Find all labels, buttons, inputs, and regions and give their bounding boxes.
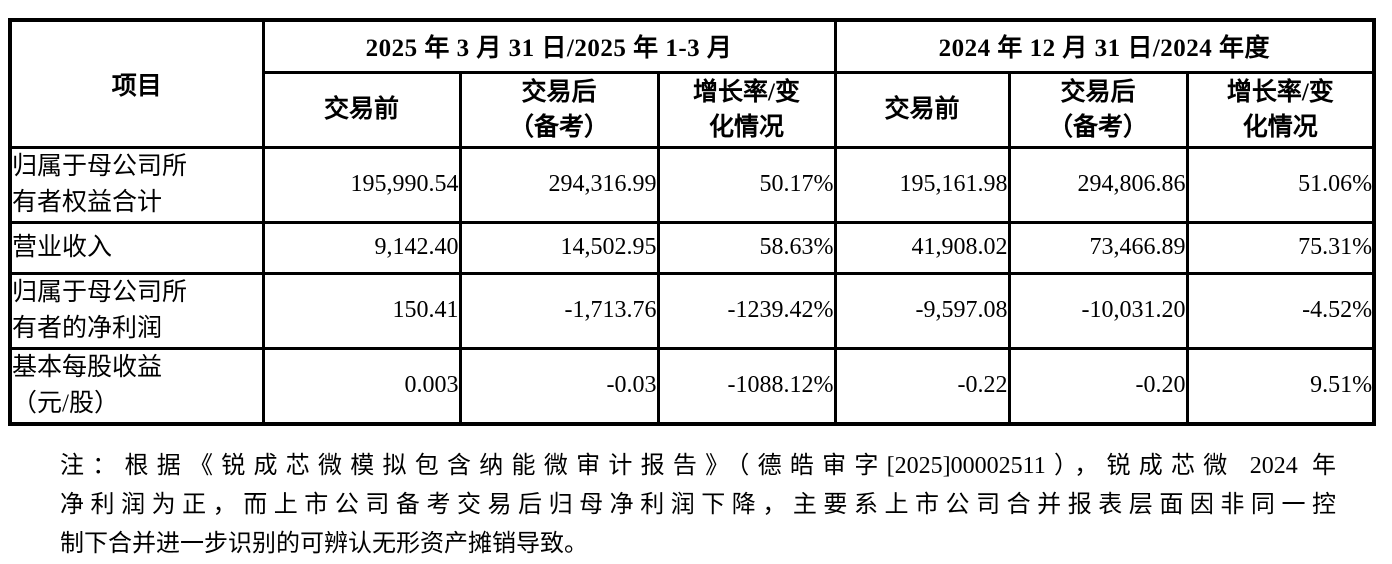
table-row-total-equity: 归属于母公司所 有者权益合计 195,990.54 294,316.99 50.… [8, 145, 1376, 224]
pro-forma-comparison-table: 项目 2025 年 3 月 31 日/2025 年 1-3 月 2024 年 1… [8, 18, 1377, 426]
row-label: 归属于母公司所 有者权益合计 [8, 145, 265, 224]
period-header-2025: 2025 年 3 月 31 日/2025 年 1-3 月 [261, 18, 837, 74]
table-cell: -4.52% [1185, 271, 1376, 350]
header-row-subcolumns: 交易前 交易后 （备考） 增长率/变 化情况 交易前 交易后 （备考） 增长率/… [10, 70, 1376, 149]
footnote-line: 注：根据《锐成芯微模拟包含纳能微审计报告》（德皓审字[2025]00002511… [60, 453, 1336, 479]
row-label: 归属于母公司所 有者的净利润 [8, 271, 265, 350]
table-cell: -1,713.76 [458, 271, 660, 350]
table-cell: -0.03 [458, 346, 660, 425]
table-cell: 0.003 [261, 346, 462, 425]
subheader-growth-rate-2025: 增长率/变 化情况 [656, 70, 837, 149]
table-cell: 75.31% [1185, 220, 1376, 275]
table-cell: 195,990.54 [261, 145, 462, 224]
table-cell: 50.17% [656, 145, 837, 224]
footnote-line: 制下合并进一步识别的可辨认无形资产摊销导致。 [60, 531, 588, 557]
period-header-2024: 2024 年 12 月 31 日/2024 年度 [833, 18, 1376, 74]
table-cell: 14,502.95 [458, 220, 660, 275]
table-cell: 58.63% [656, 220, 837, 275]
subheader-post-transaction-2025: 交易后 （备考） [458, 70, 660, 149]
table-cell: -1239.42% [656, 271, 837, 350]
table-cell: 51.06% [1185, 145, 1376, 224]
table-cell: 294,806.86 [1007, 145, 1189, 224]
subheader-post-transaction-2024: 交易后 （备考） [1007, 70, 1189, 149]
table-row-net-profit: 归属于母公司所 有者的净利润 150.41 -1,713.76 -1239.42… [8, 271, 1376, 350]
table-cell: -0.20 [1007, 346, 1189, 425]
table-row-operating-revenue: 营业收入 9,142.40 14,502.95 58.63% 41,908.02… [8, 220, 1376, 275]
row-label: 营业收入 [8, 220, 265, 275]
table-cell: -10,031.20 [1007, 271, 1189, 350]
table-cell: 150.41 [261, 271, 462, 350]
table-cell: 73,466.89 [1007, 220, 1189, 275]
subheader-growth-rate-2024: 增长率/变 化情况 [1185, 70, 1376, 149]
table-cell: 195,161.98 [833, 145, 1011, 224]
table-row-basic-eps: 基本每股收益 （元/股） 0.003 -0.03 -1088.12% -0.22… [8, 346, 1376, 425]
table-cell: -0.22 [833, 346, 1011, 425]
footnote-line: 净利润为正，而上市公司备考交易后归母净利润下降，主要系上市公司合并报表层面因非同… [60, 492, 1336, 518]
row-label: 基本每股收益 （元/股） [8, 346, 265, 425]
table-cell: 9.51% [1185, 346, 1376, 425]
table-cell: 9,142.40 [261, 220, 462, 275]
header-row-periods: 项目 2025 年 3 月 31 日/2025 年 1-3 月 2024 年 1… [8, 18, 1376, 149]
subheader-pre-transaction-2025: 交易前 [261, 70, 462, 149]
table-cell: -9,597.08 [833, 271, 1011, 350]
item-column-header: 项目 [8, 18, 265, 149]
table-cell: -1088.12% [656, 346, 837, 425]
table-cell: 41,908.02 [833, 220, 1011, 275]
subheader-pre-transaction-2024: 交易前 [833, 70, 1011, 149]
footnote: 注：根据《锐成芯微模拟包含纳能微审计报告》（德皓审字[2025]00002511… [60, 447, 1336, 564]
table-cell: 294,316.99 [458, 145, 660, 224]
